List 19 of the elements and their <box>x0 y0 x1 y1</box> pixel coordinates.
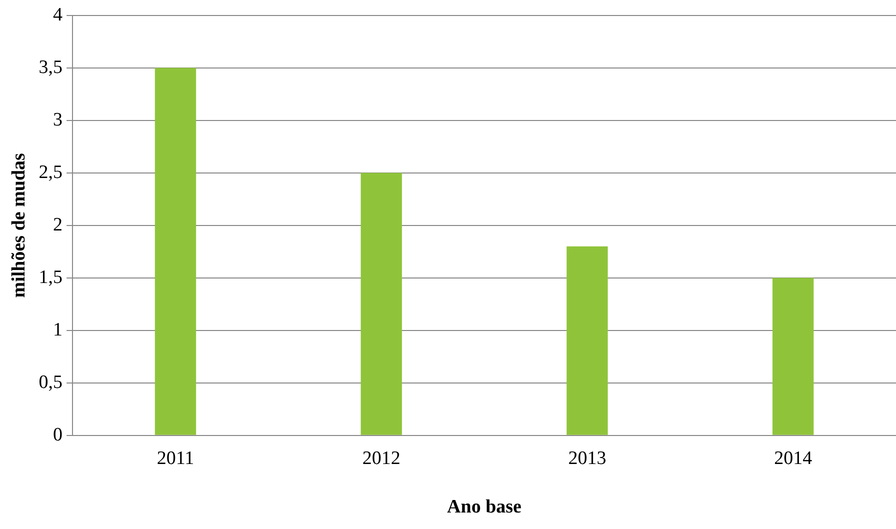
y-tick-label: 2 <box>53 214 63 236</box>
bar <box>154 68 196 435</box>
x-tick-label: 2012 <box>362 448 400 469</box>
y-tick-label: 0 <box>53 424 63 446</box>
y-tick-label: 2,5 <box>38 162 63 183</box>
bar <box>566 246 608 435</box>
y-axis-title: milhões de mudas <box>8 153 30 298</box>
y-tick-label: 1 <box>53 319 63 340</box>
y-tick-label: 3,5 <box>38 56 63 78</box>
x-tick-label: 2014 <box>774 448 813 469</box>
y-tick-label: 1,5 <box>38 266 63 288</box>
x-tick-label: 2011 <box>156 448 194 469</box>
y-tick-label: 4 <box>53 4 64 26</box>
y-tick-label: 0,5 <box>38 372 63 393</box>
bar <box>772 278 814 435</box>
x-tick-label: 2013 <box>568 448 606 469</box>
x-axis-title: Ano base <box>447 496 522 518</box>
bar <box>360 172 402 435</box>
y-tick-label: 3 <box>53 109 63 130</box>
